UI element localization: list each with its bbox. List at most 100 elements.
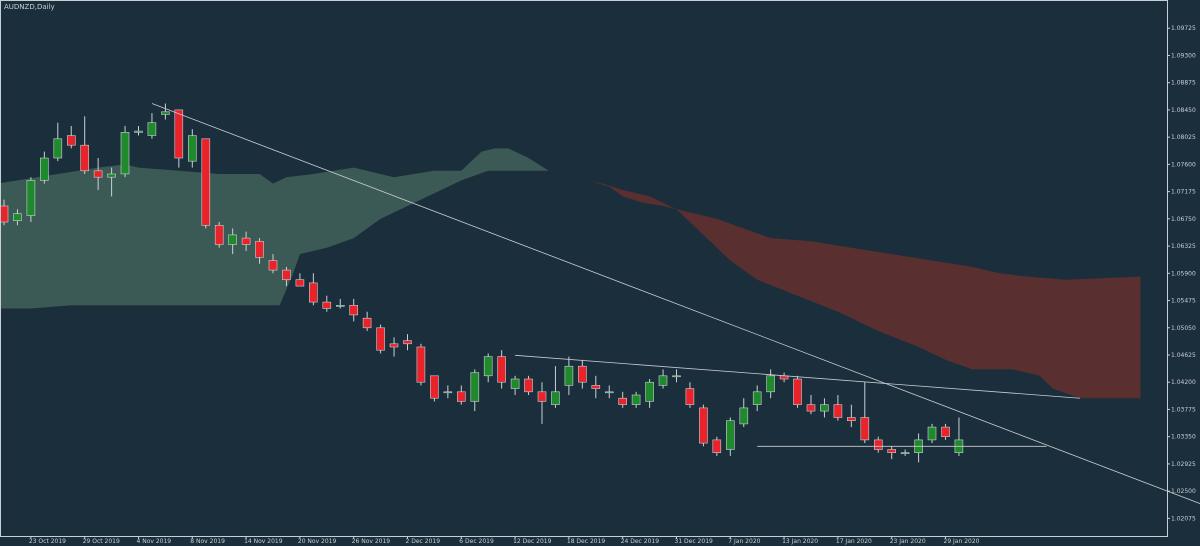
candle-bear: [416, 346, 426, 383]
x-tick-label: 12 Dec 2019: [513, 538, 552, 545]
ichimoku-cloud-layer: [0, 148, 1141, 399]
trendline[interactable]: [515, 354, 1081, 399]
candle-bear: [255, 241, 264, 258]
y-tick-label: 1.08875: [1171, 80, 1196, 87]
y-tick-label: 1.02925: [1171, 461, 1196, 468]
y-tick-label: 1.07600: [1171, 161, 1196, 168]
candle-bear: [806, 404, 816, 412]
time-axis: 23 Oct 2019 29 Oct 2019 4 Nov 2019 8 Nov 20…: [29, 536, 980, 545]
candle-bear: [241, 237, 251, 245]
bearish-cloud: [589, 180, 1141, 399]
candle-bull: [134, 130, 143, 133]
candle-bull: [147, 122, 157, 136]
candle-bear: [80, 144, 89, 172]
y-tick-label: 1.05050: [1171, 325, 1196, 332]
candle-bull: [725, 420, 735, 450]
candle-bear: [618, 397, 628, 405]
y-tick-label: 1.03775: [1171, 406, 1196, 413]
candle-bull: [228, 234, 237, 245]
candle-bear: [591, 385, 601, 389]
y-tick-label: 1.06325: [1171, 243, 1196, 250]
candle-bear: [308, 282, 318, 303]
x-tick-label: 26 Nov 2019: [352, 538, 391, 545]
chart-frame: [0, 0, 1168, 537]
candle-bear: [873, 439, 883, 450]
candle-bear: [214, 225, 224, 245]
candle-bear: [524, 378, 533, 393]
candle-bear: [846, 417, 856, 422]
candle-bull: [53, 138, 63, 159]
candle-bear: [376, 327, 385, 351]
plot-border: [0, 0, 1168, 537]
x-tick-label: 13 Jan 2020: [782, 538, 818, 545]
candle-bull: [820, 404, 829, 412]
price-axis: 1.09725 1.09300 1.08875 1.08450 1.08025 1.076…: [1167, 25, 1196, 522]
x-tick-label: 17 Jan 2020: [836, 538, 872, 545]
candle-bull: [161, 111, 170, 115]
candle-bear: [941, 426, 950, 438]
x-tick-label: 14 Nov 2019: [244, 538, 283, 545]
candle-bull: [39, 157, 49, 181]
candle-bull: [443, 391, 453, 394]
trendline-layer: [151, 103, 1200, 504]
candle-bull: [483, 356, 493, 377]
x-tick-label: 23 Jan 2020: [890, 538, 926, 545]
candle-bear: [201, 138, 211, 226]
chart-title: AUDNZD,Daily: [4, 3, 55, 11]
candle-bear: [578, 365, 587, 383]
bullish-cloud: [0, 148, 549, 309]
candle-bear: [537, 391, 547, 402]
candle-bear: [793, 378, 802, 405]
candle-bull: [672, 375, 681, 378]
candle-bull: [766, 375, 775, 393]
candle-bull: [927, 426, 937, 441]
candle-bull: [26, 180, 36, 216]
x-tick-label: 29 Oct 2019: [83, 538, 120, 545]
y-tick-label: 1.04200: [1171, 379, 1196, 386]
candle-bear: [362, 317, 372, 329]
candle-bull: [188, 135, 197, 162]
candle-bear: [860, 417, 870, 441]
x-tick-label: 2 Dec 2019: [406, 538, 441, 545]
candle-bull: [335, 304, 345, 307]
y-tick-label: 1.02075: [1171, 515, 1196, 522]
candle-bear: [67, 135, 76, 146]
y-tick-label: 1.05900: [1171, 270, 1196, 277]
candle-bull: [13, 213, 22, 221]
x-tick-label: 24 Dec 2019: [621, 538, 660, 545]
y-tick-label: 1.04625: [1171, 352, 1196, 359]
candle-bull: [752, 391, 762, 405]
candle-bear: [685, 388, 695, 405]
y-tick-label: 1.08450: [1171, 107, 1196, 114]
y-tick-label: 1.02500: [1171, 488, 1196, 495]
candle-bull: [739, 407, 749, 425]
x-tick-label: 4 Nov 2019: [137, 538, 172, 545]
candle-bear: [295, 279, 305, 287]
x-tick-label: 7 Jan 2020: [728, 538, 760, 545]
candle-bear: [833, 404, 843, 418]
x-tick-label: 18 Dec 2019: [567, 538, 606, 545]
candle-bull: [658, 375, 668, 386]
y-tick-label: 1.07175: [1171, 189, 1196, 196]
candle-bear: [0, 205, 9, 223]
candle-bull: [900, 452, 910, 455]
x-tick-label: 6 Dec 2019: [459, 538, 494, 545]
y-tick-label: 1.08025: [1171, 134, 1196, 141]
candle-bear: [389, 343, 399, 348]
x-tick-label: 31 Dec 2019: [675, 538, 714, 545]
candle-bear: [712, 439, 722, 453]
y-tick-label: 1.09300: [1171, 52, 1196, 59]
candle-bear: [322, 301, 332, 309]
y-tick-label: 1.09725: [1171, 25, 1196, 32]
y-tick-label: 1.05475: [1171, 298, 1196, 305]
candle-bear: [403, 340, 412, 345]
candle-bull: [564, 365, 574, 386]
candle-bull: [120, 132, 130, 175]
trendline[interactable]: [151, 103, 1200, 504]
y-tick-label: 1.03350: [1171, 434, 1196, 441]
candle-bear: [349, 304, 359, 316]
candle-bull: [551, 391, 560, 405]
candles-layer: [0, 103, 964, 463]
candle-bear: [174, 109, 184, 159]
